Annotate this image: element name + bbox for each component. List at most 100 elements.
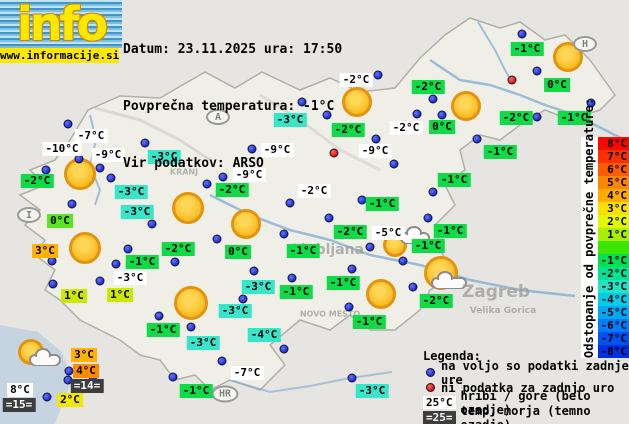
legend-mountain-label: hribi / gore (belo ozadje): [460, 388, 591, 417]
sun-icon: [64, 158, 96, 190]
station-dot: [63, 119, 73, 129]
city-watermark: Zagreb: [461, 282, 531, 302]
legend-recent-label: na voljo so podatki zadnje ure: [441, 358, 629, 387]
station-dot: [365, 242, 375, 252]
station-dot: [140, 138, 150, 148]
temp-badge: -3°C: [241, 280, 275, 294]
cloud-icon: [29, 348, 61, 366]
temp-badge: -2°C: [161, 242, 195, 256]
temp-badge: 3°C: [71, 348, 97, 362]
mountain-badge-sample: 25°C: [423, 396, 456, 409]
scale-cell: 8°C: [598, 137, 629, 150]
legend-row-mountain: 25°C hribi / gore (belo ozadje): [423, 389, 629, 417]
temp-badge: 8°C: [7, 383, 33, 397]
temp-badge: -1°C: [437, 173, 471, 187]
station-dot: [472, 134, 482, 144]
station-dot: [168, 372, 178, 382]
station-dot: [412, 109, 422, 119]
temp-badge: =15=: [2, 398, 36, 412]
temp-badge: -1°C: [286, 244, 320, 258]
temp-badge: -1°C: [483, 145, 517, 159]
temp-badge: -4°C: [247, 328, 281, 342]
station-dot: [297, 97, 307, 107]
temp-badge: -2°C: [499, 111, 533, 125]
temperature-deviation-scale: 8°C 7°C 6°C 5°C 4°C 3°C 2°C 1°C -1°C -2°C -3°C -4°C…: [598, 137, 629, 358]
station-dot: [517, 29, 527, 39]
station-dot: [217, 356, 227, 366]
temp-badge: 1°C: [61, 289, 87, 303]
station-dot: [238, 294, 248, 304]
temp-badge: -7°C: [230, 366, 264, 380]
station-dot: [398, 256, 408, 266]
temp-badge: 0°C: [544, 78, 570, 92]
scale-cell: -8°C: [598, 345, 629, 358]
station-dot: [408, 282, 418, 292]
temp-badge: 3°C: [32, 244, 58, 258]
scale-cell: -5°C: [598, 306, 629, 319]
red-dot-icon: [426, 383, 435, 392]
site-logo[interactable]: info: [0, 0, 122, 48]
temp-badge: 0°C: [47, 214, 73, 228]
map-header: Datum: 23.11.2025 ura: 17:50 Povprečna t…: [123, 2, 342, 211]
temp-badge: -1°C: [510, 42, 544, 56]
station-dot: [324, 213, 334, 223]
scale-cell: -4°C: [598, 293, 629, 306]
temp-badge: -1°C: [557, 111, 591, 125]
scale-cell: -2°C: [598, 267, 629, 280]
temp-badge: -2°C: [339, 73, 373, 87]
logo-url-link[interactable]: www.informacije.si: [0, 48, 120, 63]
temp-badge: -2°C: [20, 174, 54, 188]
scale-cell: 5°C: [598, 176, 629, 189]
scale-cell: 2°C: [598, 215, 629, 228]
scale-cell: 7°C: [598, 150, 629, 163]
station-dot: [212, 234, 222, 244]
scale-cell: 1°C: [598, 228, 629, 241]
scale-cell: -1°C: [598, 254, 629, 267]
station-dot: [279, 229, 289, 239]
sun-icon: [174, 286, 208, 320]
temp-badge: -1°C: [352, 315, 386, 329]
scale-title: Odstopanje od povprečne temperature:: [581, 97, 598, 358]
scale-cell: -6°C: [598, 319, 629, 332]
legend-row-sea: =25= temp. morja (temno ozadje): [423, 404, 629, 424]
station-dot-no-data: [507, 75, 517, 85]
station-dot: [48, 279, 58, 289]
temp-badge: -2°C: [297, 184, 331, 198]
temp-badge: -2°C: [411, 80, 445, 94]
station-dot: [279, 344, 289, 354]
station-dot: [64, 366, 74, 376]
legend-row-recent: na voljo so podatki zadnje ure: [423, 359, 629, 387]
blue-dot-icon: [426, 368, 435, 377]
temp-badge: -2°C: [331, 123, 365, 137]
temp-badge: -10°C: [42, 142, 82, 156]
temp-badge: -1°C: [179, 384, 213, 398]
temp-badge: -1°C: [146, 323, 180, 337]
temp-badge: -1°C: [326, 276, 360, 290]
station-dot: [202, 179, 212, 189]
station-dot: [218, 172, 228, 182]
temp-badge: -3°C: [120, 205, 154, 219]
station-dot: [347, 373, 357, 383]
station-dot: [42, 392, 52, 402]
sun-icon: [366, 279, 396, 309]
station-dot: [249, 266, 259, 276]
scale-cell: -3°C: [598, 280, 629, 293]
station-dot: [154, 311, 164, 321]
station-dot: [247, 144, 257, 154]
station-dot: [322, 110, 332, 120]
temp-badge: -1°C: [125, 255, 159, 269]
temp-badge: 0°C: [429, 120, 455, 134]
station-dot: [285, 198, 295, 208]
country-sign-hr: HR: [211, 385, 239, 403]
legend-title: Legenda:: [423, 349, 481, 363]
temp-badge: -2°C: [333, 225, 367, 239]
station-dot: [423, 213, 433, 223]
legend-sea-label: temp. morja (temno ozadje): [460, 403, 591, 424]
station-dot-no-data: [329, 148, 339, 158]
sun-icon: [342, 87, 372, 117]
sun-icon: [172, 192, 204, 224]
scale-cell: 3°C: [598, 202, 629, 215]
legend-old-label: ni podatka za zadnjo uro: [441, 380, 615, 395]
